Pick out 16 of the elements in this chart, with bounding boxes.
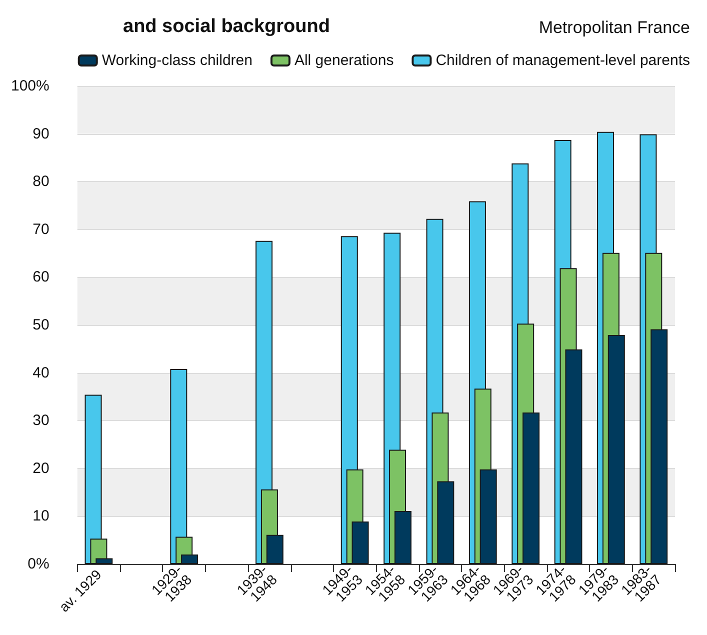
y-tick-label: 70 xyxy=(32,220,50,238)
y-tick-label: 20 xyxy=(32,460,50,477)
y-tick-label: 40 xyxy=(32,364,50,382)
chart-title: and social background xyxy=(123,16,330,37)
y-tick-label: 60 xyxy=(32,268,50,286)
y-tick-label: 0% xyxy=(28,556,50,572)
y-tick-label: 50 xyxy=(32,316,50,334)
y-tick-label: 30 xyxy=(32,412,50,430)
y-tick-label: 90 xyxy=(32,125,50,142)
legend-label: Working-class children xyxy=(102,52,252,69)
legend-label: Children of management-level parents xyxy=(436,52,690,69)
y-tick-label: 10 xyxy=(32,508,50,525)
y-tick-label: 100% xyxy=(10,78,50,94)
y-tick-label: 80 xyxy=(32,173,50,190)
legend-label: All generations xyxy=(294,52,394,69)
chart-subtitle: Metropolitan France xyxy=(538,18,690,37)
